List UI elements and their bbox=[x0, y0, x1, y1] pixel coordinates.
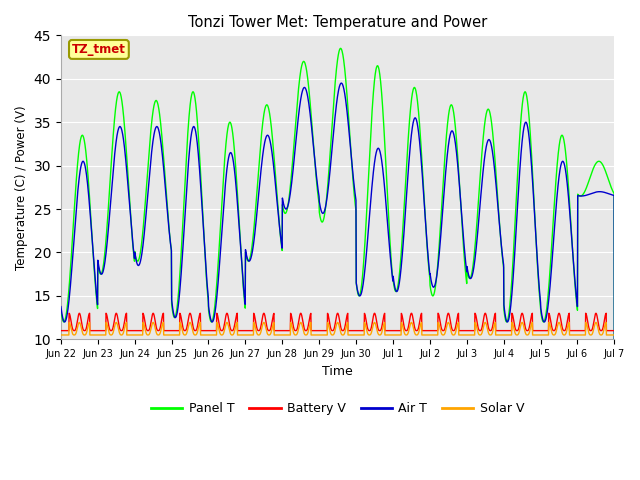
Panel T bbox=[499, 256, 506, 262]
Air T bbox=[499, 254, 506, 260]
Solar V bbox=[562, 331, 570, 337]
Line: Solar V: Solar V bbox=[61, 323, 614, 335]
Solar V bbox=[366, 332, 374, 338]
Panel T bbox=[611, 423, 618, 429]
Battery V bbox=[499, 328, 506, 334]
Air T bbox=[337, 80, 345, 86]
Panel T bbox=[577, 193, 585, 199]
Battery V bbox=[354, 328, 362, 334]
Legend: Panel T, Battery V, Air T, Solar V: Panel T, Battery V, Air T, Solar V bbox=[146, 397, 529, 420]
Air T bbox=[366, 209, 374, 215]
Text: TZ_tmet: TZ_tmet bbox=[72, 43, 126, 56]
Air T bbox=[562, 168, 570, 174]
Line: Air T: Air T bbox=[61, 83, 614, 426]
Title: Tonzi Tower Met: Temperature and Power: Tonzi Tower Met: Temperature and Power bbox=[188, 15, 487, 30]
Panel T bbox=[57, 308, 65, 313]
Panel T bbox=[562, 150, 570, 156]
Solar V bbox=[611, 332, 618, 338]
Solar V bbox=[499, 332, 506, 338]
Panel T bbox=[354, 290, 362, 296]
Battery V bbox=[577, 328, 585, 334]
Air T bbox=[354, 288, 362, 294]
Line: Battery V: Battery V bbox=[61, 313, 614, 331]
Solar V bbox=[211, 332, 219, 338]
Battery V bbox=[57, 328, 65, 334]
Solar V bbox=[577, 332, 585, 338]
Y-axis label: Temperature (C) / Power (V): Temperature (C) / Power (V) bbox=[15, 105, 28, 270]
Panel T bbox=[366, 148, 374, 154]
Air T bbox=[577, 193, 585, 199]
Battery V bbox=[611, 328, 618, 334]
Air T bbox=[611, 423, 618, 429]
Solar V bbox=[234, 320, 241, 325]
Air T bbox=[57, 304, 65, 310]
Panel T bbox=[211, 299, 219, 305]
Solar V bbox=[354, 332, 362, 338]
Battery V bbox=[234, 311, 241, 316]
Battery V bbox=[562, 326, 570, 332]
Panel T bbox=[337, 46, 344, 51]
Solar V bbox=[57, 332, 65, 338]
X-axis label: Time: Time bbox=[323, 365, 353, 378]
Line: Panel T: Panel T bbox=[61, 48, 614, 426]
Air T bbox=[211, 308, 219, 314]
Battery V bbox=[211, 328, 219, 334]
Battery V bbox=[366, 328, 374, 334]
